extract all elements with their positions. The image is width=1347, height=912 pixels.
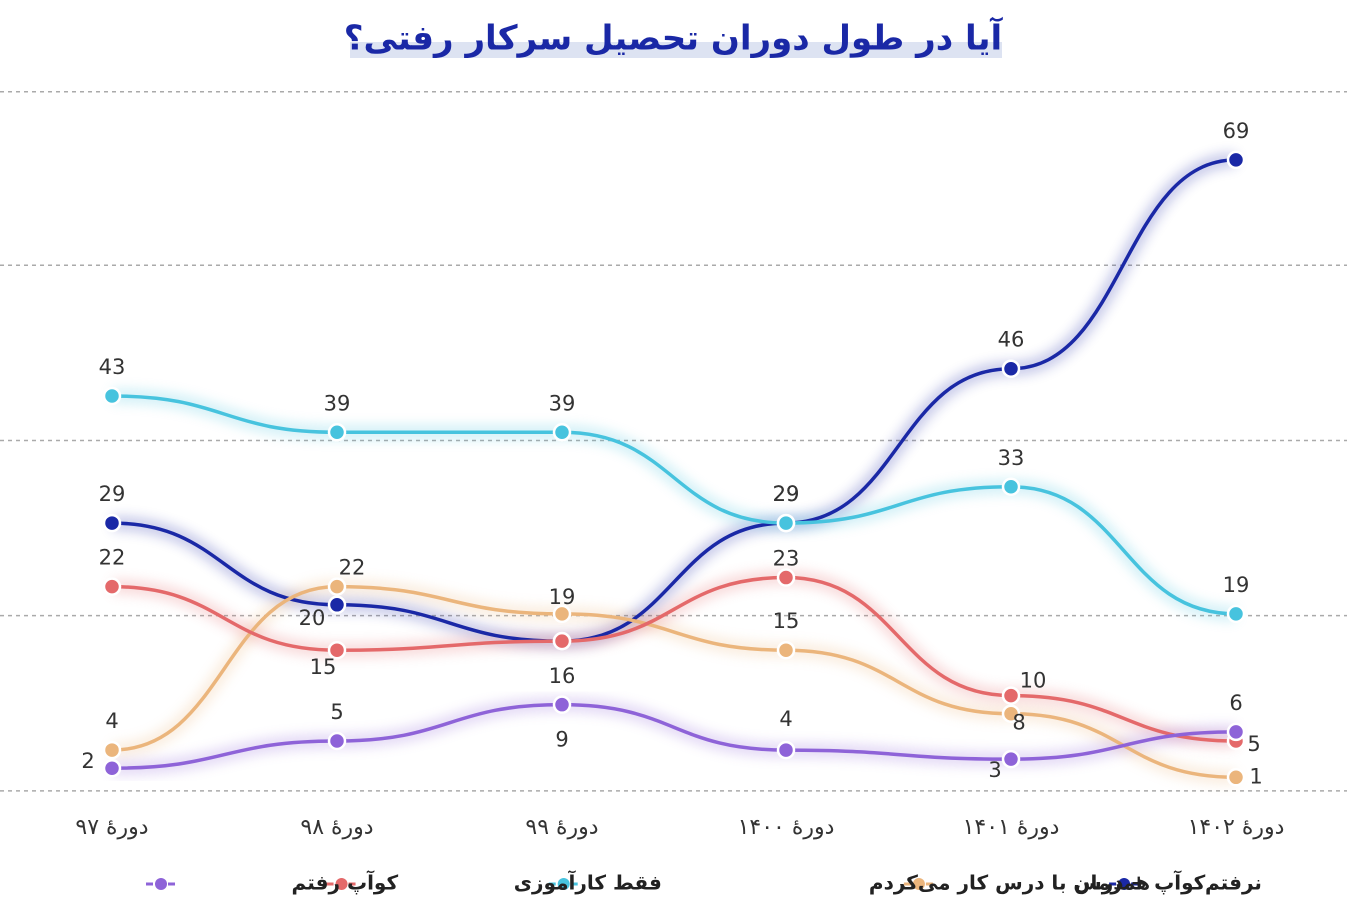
data-point <box>552 631 572 651</box>
data-label: 22 <box>99 546 126 570</box>
data-point <box>1001 704 1021 723</box>
x-tick-label: دورهٔ ۱۴۰۰ <box>738 815 835 840</box>
data-point <box>102 386 122 406</box>
data-point <box>327 640 347 660</box>
data-label: 5 <box>1247 732 1260 756</box>
x-tick-label: دورهٔ ۹۷ <box>75 815 148 840</box>
data-label: 22 <box>339 556 366 580</box>
data-point <box>776 568 796 587</box>
legend-label: همزمان با درس کار می‌کردم <box>869 871 1150 895</box>
data-point <box>1001 686 1021 705</box>
data-label: 20 <box>299 606 326 630</box>
data-label: 3 <box>988 758 1001 782</box>
legend-dot <box>912 878 925 890</box>
data-point <box>1226 604 1246 624</box>
legend-label: فقط کارآموزی <box>514 870 662 895</box>
data-label: 5 <box>330 700 343 724</box>
data-label: 16 <box>549 664 576 688</box>
line-glow <box>111 152 1237 649</box>
data-point <box>327 731 347 751</box>
data-label: 39 <box>324 391 351 415</box>
data-point <box>102 758 122 778</box>
data-point <box>1226 768 1246 787</box>
x-tick-label: دورهٔ ۱۴۰۱ <box>963 815 1060 840</box>
data-label: 9 <box>555 728 568 752</box>
legend-dot <box>1118 878 1131 890</box>
data-point <box>102 513 122 533</box>
legend-label: کوآپ + درس <box>1074 870 1206 895</box>
data-label: 29 <box>773 482 800 506</box>
data-point <box>1001 359 1021 378</box>
data-label: 43 <box>99 355 126 379</box>
data-point <box>1001 749 1021 769</box>
data-label: 19 <box>1223 573 1250 597</box>
data-point <box>327 423 347 442</box>
data-point <box>776 513 796 533</box>
data-label: 4 <box>105 709 118 733</box>
legend-label: کوآپ رفتم <box>292 870 399 895</box>
data-point <box>102 740 122 760</box>
x-tick-label: دورهٔ ۱۴۰۲ <box>1188 815 1285 840</box>
data-label: 39 <box>549 391 576 415</box>
data-label: 15 <box>310 655 337 679</box>
series-line <box>111 394 1237 616</box>
data-label: 2 <box>81 749 94 773</box>
data-point <box>327 577 347 596</box>
legend-dot <box>557 878 570 890</box>
data-point <box>552 423 572 442</box>
data-label: 69 <box>1223 119 1250 143</box>
data-label: 1 <box>1249 764 1262 788</box>
data-label: 19 <box>549 585 576 609</box>
data-point <box>1001 477 1021 497</box>
data-label: 8 <box>1012 711 1025 735</box>
data-point <box>552 695 572 714</box>
legend-dot <box>335 878 348 890</box>
data-point <box>102 577 122 596</box>
data-point <box>1226 722 1246 742</box>
data-label: 15 <box>773 609 800 633</box>
data-point <box>327 595 347 615</box>
x-tick-label: دورهٔ ۹۸ <box>300 815 373 840</box>
data-label: 10 <box>1020 669 1047 693</box>
chart-title: آیا در طول دوران تحصیل سرکار رفتی؟ <box>344 17 1004 59</box>
title-highlight <box>350 42 1002 58</box>
data-point <box>776 740 796 760</box>
series-line <box>111 158 1237 643</box>
x-tick-label: دورهٔ ۹۹ <box>525 815 598 840</box>
data-label: 29 <box>773 482 800 506</box>
data-point <box>1226 150 1246 170</box>
legend-label: نرفتم <box>1205 871 1262 895</box>
data-label: 29 <box>99 482 126 506</box>
series-line <box>111 702 1237 770</box>
data-label: 46 <box>998 328 1025 352</box>
data-label: 6 <box>1229 691 1242 715</box>
data-label: 4 <box>779 707 792 731</box>
data-label: 33 <box>998 446 1025 470</box>
series-line <box>111 575 1237 743</box>
legend-dot <box>155 878 167 890</box>
series-line <box>111 584 1237 780</box>
data-point <box>552 604 572 624</box>
data-point <box>776 640 796 660</box>
data-label: 23 <box>773 547 800 571</box>
